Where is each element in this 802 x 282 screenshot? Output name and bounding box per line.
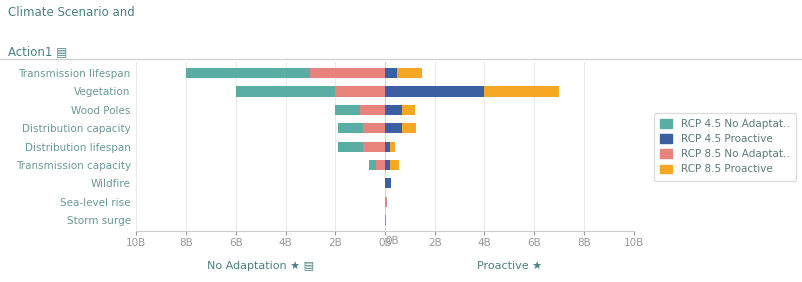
Bar [236, 86, 335, 96]
Bar [385, 160, 390, 170]
Bar [385, 86, 484, 96]
Bar [363, 123, 385, 133]
Bar [363, 142, 385, 152]
Legend: RCP 4.5 No Adaptat.., RCP 4.5 Proactive, RCP 8.5 No Adaptat.., RCP 8.5 Proactive: RCP 4.5 No Adaptat.., RCP 4.5 Proactive,… [654, 113, 796, 181]
Bar [385, 142, 390, 152]
Text: Action1 ▤: Action1 ▤ [8, 45, 67, 58]
Text: No Adaptation ★ ▤: No Adaptation ★ ▤ [207, 261, 314, 271]
Bar [338, 123, 363, 133]
Bar [385, 197, 387, 207]
Bar [335, 86, 385, 96]
Bar [385, 105, 403, 115]
Bar [484, 86, 559, 96]
Bar [335, 105, 360, 115]
Bar [385, 123, 403, 133]
Text: 0B: 0B [385, 236, 399, 246]
Bar [369, 160, 376, 170]
Bar [390, 142, 395, 152]
Bar [385, 215, 387, 225]
Bar [376, 160, 385, 170]
Text: Climate Scenario and: Climate Scenario and [8, 6, 135, 19]
Bar [310, 68, 385, 78]
Bar [390, 160, 399, 170]
Bar [360, 105, 385, 115]
Bar [385, 179, 391, 188]
Bar [186, 68, 310, 78]
Text: Proactive ★: Proactive ★ [476, 261, 542, 271]
Bar [403, 105, 415, 115]
Bar [398, 68, 423, 78]
Bar [403, 123, 416, 133]
Bar [338, 142, 363, 152]
Bar [385, 68, 398, 78]
